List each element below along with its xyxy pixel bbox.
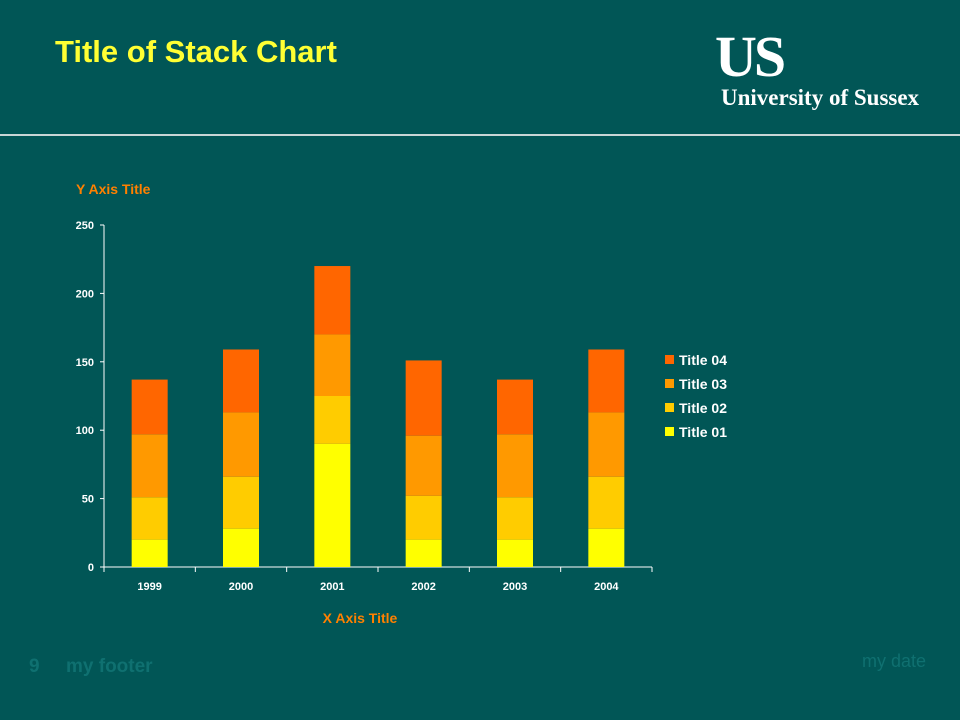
bar-segment-title-01: [588, 528, 625, 567]
bar-segment-title-03: [223, 412, 259, 477]
y-tick-label: 100: [76, 425, 94, 437]
legend-label: Title 02: [679, 400, 727, 416]
bar-segment-title-04: [588, 349, 625, 413]
y-tick-label: 0: [88, 562, 94, 574]
bar-segment-title-04: [131, 379, 168, 435]
x-tick-label: 2001: [320, 581, 344, 593]
bar-segment-title-03: [405, 435, 442, 496]
x-tick-label: 2002: [411, 581, 435, 593]
bar-segment-title-04: [314, 266, 351, 335]
slide-title: Title of Stack Chart: [55, 34, 337, 69]
x-tick-label: 2003: [503, 581, 527, 593]
header-divider: [0, 134, 960, 136]
bar-segment-title-03: [314, 334, 351, 396]
y-axis-title: Y Axis Title: [76, 181, 151, 197]
bar-segment-title-03: [131, 434, 168, 498]
bar-segment-title-04: [405, 360, 442, 436]
bar-segment-title-01: [314, 443, 351, 567]
legend-swatch: [665, 427, 674, 436]
bar-segment-title-01: [131, 539, 168, 567]
legend-label: Title 01: [679, 424, 727, 440]
logo-text: University of Sussex: [721, 85, 920, 110]
logo-mark: US: [715, 24, 786, 89]
legend-swatch: [665, 379, 674, 388]
x-axis-title: X Axis Title: [323, 610, 398, 626]
university-logo: US University of Sussex: [715, 28, 925, 118]
bar-segment-title-01: [497, 539, 533, 567]
legend-swatch: [665, 403, 674, 412]
bar-segment-title-02: [405, 495, 442, 540]
y-tick-label: 250: [76, 220, 94, 232]
x-tick-label: 2004: [594, 581, 619, 593]
bar-segment-title-04: [497, 379, 533, 435]
bar-segment-title-03: [497, 434, 533, 498]
bar-segment-title-02: [223, 476, 259, 529]
bar-segment-title-02: [314, 396, 351, 444]
y-tick-label: 150: [76, 357, 94, 369]
bar-segment-title-02: [131, 497, 168, 540]
bar-segment-title-02: [497, 497, 533, 540]
bar-segment-title-03: [588, 412, 625, 477]
legend-label: Title 04: [679, 352, 727, 368]
slide-number: 9: [29, 656, 40, 677]
x-tick-label: 1999: [137, 581, 161, 593]
y-tick-label: 200: [76, 288, 94, 300]
bar-segment-title-04: [223, 349, 259, 413]
legend-label: Title 03: [679, 376, 727, 392]
footer-text: my footer: [66, 656, 153, 677]
bar-segment-title-02: [588, 476, 625, 529]
footer-date: my date: [861, 651, 926, 671]
bar-segment-title-01: [223, 528, 259, 567]
legend-swatch: [665, 355, 674, 364]
y-tick-label: 50: [82, 494, 94, 506]
x-tick-label: 2000: [229, 581, 253, 593]
bar-segment-title-01: [405, 539, 442, 567]
